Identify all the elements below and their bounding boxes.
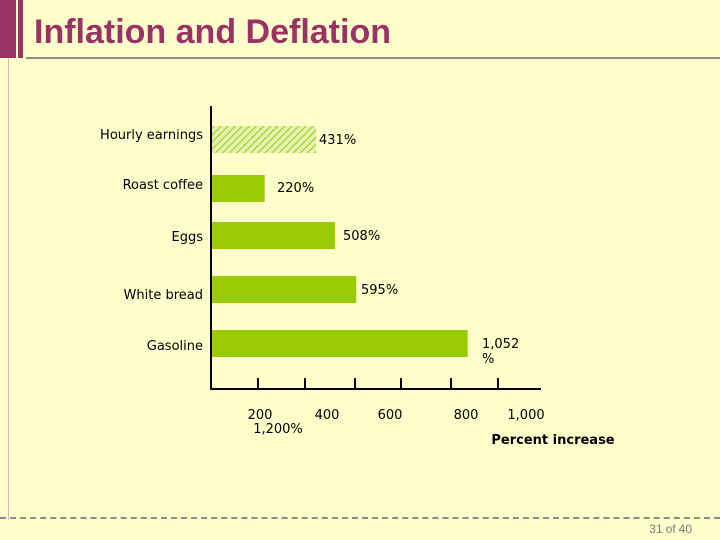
x-tick-label-1: 200 bbox=[248, 408, 273, 423]
page-number: 31 of 40 bbox=[649, 522, 692, 536]
slide-title: Inflation and Deflation bbox=[34, 13, 391, 51]
footer-divider bbox=[0, 517, 720, 519]
value-label-3: 508% bbox=[343, 229, 380, 244]
title-accent-bar bbox=[0, 0, 16, 58]
category-label-1: Hourly earnings bbox=[100, 128, 203, 143]
title-accent-stripe bbox=[18, 0, 23, 58]
bar-5 bbox=[211, 330, 468, 357]
labels-group: Hourly earnings 431% Roast coffee 220% Eggs 5… bbox=[100, 128, 545, 437]
x-tick-label-3: 600 bbox=[378, 408, 403, 423]
bar-3 bbox=[211, 222, 335, 249]
category-label-5: Gasoline bbox=[147, 339, 203, 354]
page-total: 40 bbox=[678, 522, 692, 536]
category-label-4: White bread bbox=[124, 288, 203, 303]
bar-4 bbox=[211, 276, 357, 303]
bar-2 bbox=[211, 175, 265, 202]
x-tick-label-4: 800 bbox=[454, 408, 479, 423]
x-tick-label-5: 1,000 bbox=[507, 408, 544, 423]
x-axis-title: Percent increase bbox=[491, 433, 614, 448]
page-of: of bbox=[665, 522, 676, 536]
title-underline bbox=[26, 57, 720, 59]
category-label-2: Roast coffee bbox=[123, 178, 203, 193]
value-label-2: 220% bbox=[277, 181, 314, 196]
value-label-5: 1,052% bbox=[482, 337, 519, 367]
bars-group bbox=[211, 126, 468, 357]
bar-1 bbox=[211, 126, 317, 153]
value-label-1: 431% bbox=[319, 133, 356, 148]
category-label-3: Eggs bbox=[172, 230, 204, 245]
x-tick-label-extra: 1,200% bbox=[253, 422, 303, 437]
left-margin-line bbox=[8, 58, 9, 520]
tick-marks-group bbox=[257, 378, 499, 389]
page-current: 31 bbox=[649, 522, 663, 536]
value-label-4: 595% bbox=[361, 283, 398, 298]
x-tick-label-2: 400 bbox=[315, 408, 340, 423]
